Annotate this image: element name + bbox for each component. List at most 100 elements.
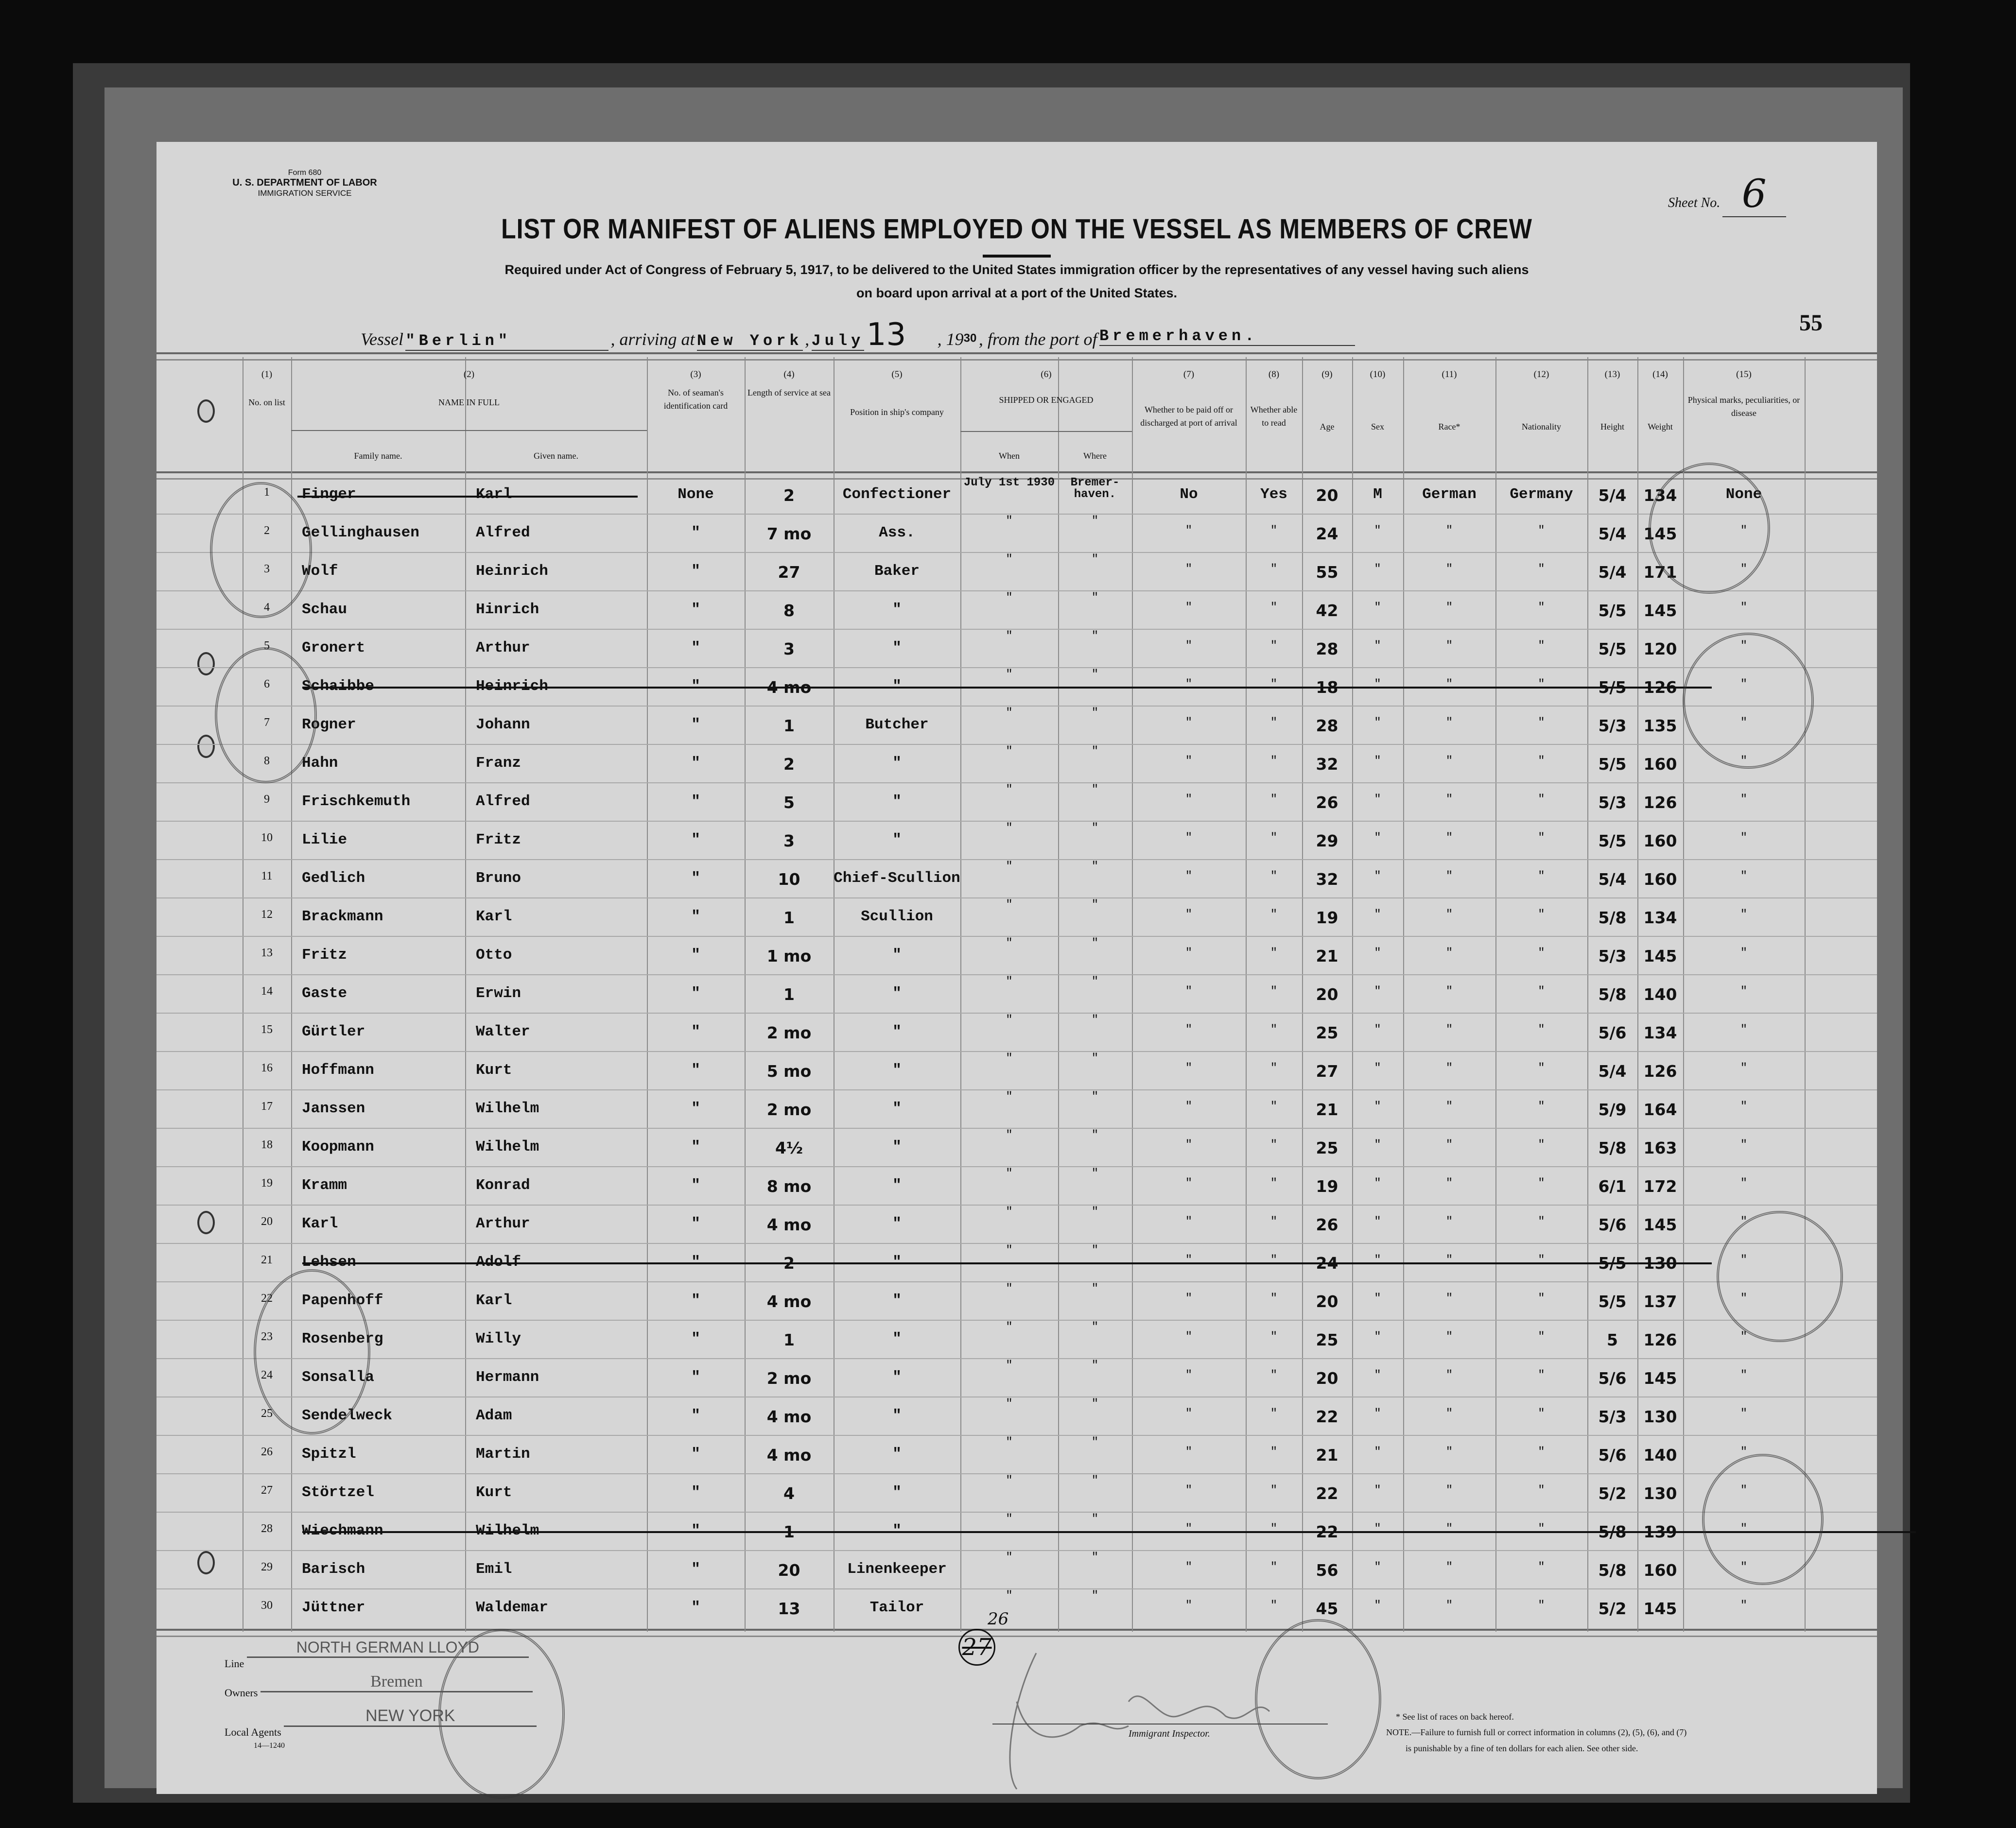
subtitle-2: on board upon arrival at a port of the U… <box>856 286 1178 300</box>
cell-length: 4 mo <box>766 1407 812 1426</box>
cell-family: Rogner <box>302 716 356 733</box>
cell-read: ″ <box>1270 563 1278 576</box>
table-bottom-rule <box>156 1629 1877 1637</box>
cell-when: ″ <box>1006 1167 1013 1180</box>
cell-race: ″ <box>1445 1330 1453 1344</box>
cell-position: ″ <box>892 1369 902 1386</box>
cell-age: 25 <box>1316 1023 1338 1042</box>
cell-weight: 145 <box>1643 1215 1677 1234</box>
cell-where: ″ <box>1091 1589 1099 1603</box>
cell-family: Gürtler <box>302 1023 365 1040</box>
table-row: 14 Gaste Erwin ″ 1 ″ ″ ″ ″ ″ 20 ″ ″ ″ 5/8 140 ″ <box>156 974 1877 1013</box>
cell-length: 4 mo <box>766 1292 812 1311</box>
cell-when: ″ <box>1006 1014 1013 1027</box>
cell-nationality: ″ <box>1538 1407 1545 1420</box>
cell-read: ″ <box>1270 1023 1278 1036</box>
cell-family: Kramm <box>302 1177 348 1194</box>
cell-race: ″ <box>1445 1599 1453 1612</box>
cell-nationality: ″ <box>1538 1138 1545 1152</box>
cell-family: Gronert <box>302 639 365 656</box>
cell-height: 5/3 <box>1598 947 1627 966</box>
cell-when: ″ <box>1006 668 1013 681</box>
cell-length: 5 mo <box>766 1062 812 1081</box>
table-row: 8 Hahn Franz ″ 2 ″ ″ ″ ″ ″ 32 ″ ″ ″ 5/5 160 ″ <box>156 744 1877 782</box>
cell-card: ″ <box>691 601 700 618</box>
cell-nationality: ″ <box>1538 1292 1545 1305</box>
cell-marks: ″ <box>1740 1369 1748 1382</box>
cell-position: Ass. <box>879 524 915 541</box>
cell-sex: ″ <box>1374 1254 1381 1267</box>
cell-card: ″ <box>691 870 700 887</box>
cell-age: 56 <box>1316 1561 1338 1580</box>
cell-where: ″ <box>1091 1474 1099 1487</box>
inspector-signature <box>1009 1653 1270 1790</box>
cell-where: ″ <box>1091 1052 1099 1065</box>
cell-no: 20 <box>261 1215 273 1228</box>
cell-age: 22 <box>1316 1484 1338 1503</box>
table-row: 13 Fritz Otto ″ 1 mo ″ ″ ″ ″ ″ 21 ″ ″ ″ 5/3 145 ″ <box>156 936 1877 974</box>
cell-where: ″ <box>1091 1129 1099 1142</box>
cell-paid: ″ <box>1185 716 1193 729</box>
punch-hole <box>197 1211 215 1234</box>
cell-marks: ″ <box>1740 1062 1748 1075</box>
cell-sex: ″ <box>1374 985 1381 998</box>
cell-where: ″ <box>1091 515 1099 528</box>
cell-race: ″ <box>1445 1292 1453 1305</box>
header-top-rule <box>156 352 1877 361</box>
cell-no: 16 <box>261 1062 273 1074</box>
header-subrule <box>291 430 647 431</box>
row-rule <box>156 1243 1877 1244</box>
cell-age: 22 <box>1316 1407 1338 1426</box>
cell-read: ″ <box>1270 1138 1278 1152</box>
cell-paid: ″ <box>1185 1215 1193 1228</box>
cell-race: ″ <box>1445 639 1453 653</box>
cell-race: ″ <box>1445 1062 1453 1075</box>
cell-age: 55 <box>1316 563 1338 582</box>
cell-weight: 126 <box>1643 1330 1677 1349</box>
cell-where: ″ <box>1091 860 1099 873</box>
table-row: 3 Wolf Heinrich ″ 27 Baker ″ ″ ″ ″ 55 ″ ″ ″ 5/4 171 ″ <box>156 552 1877 590</box>
cell-position: ″ <box>892 1407 902 1424</box>
cell-age: 21 <box>1316 1446 1338 1465</box>
cell-when: ″ <box>1006 745 1013 758</box>
punch-hole <box>197 652 215 675</box>
cell-given: Karl <box>476 486 512 503</box>
cell-read: ″ <box>1270 1215 1278 1228</box>
cell-family: Gellinghausen <box>302 524 419 541</box>
cell-race: ″ <box>1445 908 1453 921</box>
title-rule <box>983 255 1051 258</box>
cell-weight: 145 <box>1643 601 1677 620</box>
cell-nationality: ″ <box>1538 1330 1545 1344</box>
column-rule <box>291 357 292 1632</box>
cell-length: 2 mo <box>766 1100 812 1119</box>
cell-position: ″ <box>834 678 960 695</box>
row-rule <box>156 1512 1877 1513</box>
form-number: Form 680 <box>288 169 322 177</box>
cell-length: 1 <box>783 908 795 927</box>
cell-when: ″ <box>1006 1397 1013 1411</box>
table-row: 9 Frischkemuth Alfred ″ 5 ″ ″ ″ ″ ″ 26 ″ ″ ″ 5/3 126 ″ <box>156 782 1877 821</box>
cell-card: ″ <box>691 1215 700 1232</box>
cell-no: 17 <box>261 1100 273 1113</box>
column-rule <box>1246 357 1247 1632</box>
vessel-line: Vessel "Berlin" , arriving at New York ,… <box>361 317 1819 354</box>
service: IMMIGRATION SERVICE <box>258 189 352 198</box>
cell-sex: ″ <box>1374 639 1381 653</box>
cell-race: ″ <box>1445 524 1453 537</box>
row-rule <box>156 974 1877 975</box>
cell-read: ″ <box>1270 1484 1278 1497</box>
cell-sex: ″ <box>1374 524 1381 537</box>
cell-height: 5 <box>1607 1330 1618 1349</box>
cell-height: 5/5 <box>1598 755 1627 774</box>
consulate-stamp <box>1683 633 1814 769</box>
column-rule <box>1403 357 1404 1632</box>
cell-weight: 134 <box>1643 1023 1677 1042</box>
cell-nationality: ″ <box>1538 678 1545 691</box>
cell-read: ″ <box>1270 793 1278 806</box>
cell-read: ″ <box>1270 1177 1278 1190</box>
table-row: 11 Gedlich Bruno ″ 10 Chief-Scullion ″ ″ ″ ″ 32 ″ ″ ″… <box>156 859 1877 897</box>
cell-height: 5/3 <box>1598 793 1627 812</box>
cell-paid: ″ <box>1185 1138 1193 1152</box>
cell-nationality: ″ <box>1538 1369 1545 1382</box>
cell-age: 21 <box>1316 1100 1338 1119</box>
